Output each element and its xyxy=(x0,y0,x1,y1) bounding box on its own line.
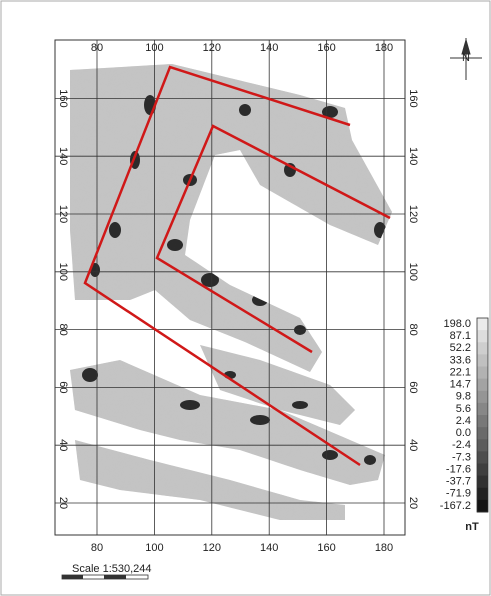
colorbar-swatch xyxy=(477,451,488,464)
x-tick-label: 100 xyxy=(145,542,163,554)
colorbar-swatch xyxy=(477,439,488,452)
colorbar-swatch xyxy=(477,476,488,489)
colorbar-swatch xyxy=(477,464,488,477)
y-tick-label: 80 xyxy=(57,323,69,335)
colorbar-label: 33.6 xyxy=(450,354,471,366)
colorbar-label: -17.6 xyxy=(446,463,471,475)
colorbar-swatch xyxy=(477,330,488,343)
colorbar-swatch xyxy=(477,342,488,355)
scale-bar xyxy=(62,575,148,579)
colorbar-label: 5.6 xyxy=(456,403,471,415)
y-tick-label: 100 xyxy=(57,263,69,281)
y-tick-label: 100 xyxy=(407,263,419,281)
colorbar-swatch xyxy=(477,367,488,380)
colorbar-label: -7.3 xyxy=(452,451,471,463)
x-tick-label: 140 xyxy=(260,42,278,54)
colorbar-label: 22.1 xyxy=(450,366,471,378)
x-tick-label: 120 xyxy=(203,542,221,554)
y-tick-label: 20 xyxy=(57,497,69,509)
colorbar-label: 0.0 xyxy=(456,427,471,439)
scale-label: Scale 1:530,244 xyxy=(72,563,152,575)
colorbar-swatch xyxy=(477,500,488,513)
y-tick-label: 60 xyxy=(407,381,419,393)
y-tick-label: 140 xyxy=(57,147,69,165)
colorbar-swatch xyxy=(477,391,488,404)
colorbar-unit: nT xyxy=(465,521,479,533)
y-tick-label: 160 xyxy=(407,89,419,107)
colorbar-swatch xyxy=(477,488,488,501)
colorbar-label: -71.9 xyxy=(446,488,471,500)
x-tick-label: 160 xyxy=(317,542,335,554)
colorbar-label: -167.2 xyxy=(440,500,471,512)
colorbar-label: -37.7 xyxy=(446,476,471,488)
colorbar-label: 14.7 xyxy=(450,379,471,391)
y-tick-label: 160 xyxy=(57,89,69,107)
x-tick-label: 120 xyxy=(203,42,221,54)
colorbar-label: -2.4 xyxy=(452,439,471,451)
colorbar-label: 198.0 xyxy=(443,318,471,330)
colorbar-swatch xyxy=(477,403,488,416)
colorbar-label: 2.4 xyxy=(456,415,471,427)
y-tick-label: 80 xyxy=(407,323,419,335)
colorbar-label: 87.1 xyxy=(450,330,471,342)
north-label: N xyxy=(462,52,470,64)
x-tick-label: 180 xyxy=(375,542,393,554)
colorbar-swatch xyxy=(477,318,488,331)
y-tick-label: 40 xyxy=(407,439,419,451)
y-tick-label: 60 xyxy=(57,381,69,393)
colorbar-swatch xyxy=(477,379,488,392)
colorbar-swatch xyxy=(477,415,488,428)
x-tick-label: 140 xyxy=(260,542,278,554)
x-tick-label: 100 xyxy=(145,42,163,54)
map-page: 80 80 100 100 120 120 140 140 160 160 180 180 20 20 40… xyxy=(0,0,491,596)
x-tick-label: 160 xyxy=(317,42,335,54)
colorbar-label: 52.2 xyxy=(450,342,471,354)
y-tick-label: 120 xyxy=(407,205,419,223)
y-tick-label: 20 xyxy=(407,497,419,509)
y-tick-label: 40 xyxy=(57,439,69,451)
y-tick-label: 140 xyxy=(407,147,419,165)
x-tick-label: 180 xyxy=(375,42,393,54)
x-tick-label: 80 xyxy=(91,42,103,54)
y-tick-label: 120 xyxy=(57,205,69,223)
x-tick-label: 80 xyxy=(91,542,103,554)
colorbar-swatch xyxy=(477,427,488,440)
colorbar-swatch xyxy=(477,354,488,367)
colorbar-label: 9.8 xyxy=(456,391,471,403)
